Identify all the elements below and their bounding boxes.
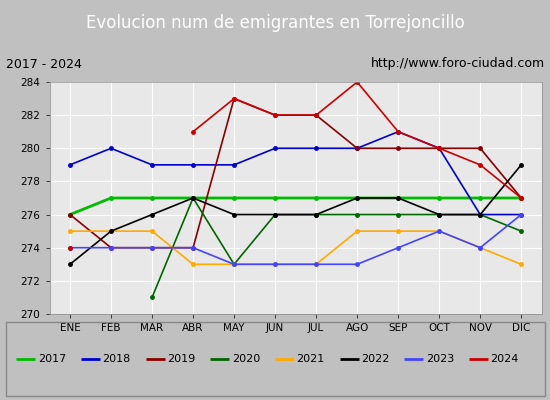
Text: 2017 - 2024: 2017 - 2024 [6,58,81,70]
Text: 2018: 2018 [102,354,131,364]
Text: http://www.foro-ciudad.com: http://www.foro-ciudad.com [370,58,544,70]
Text: 2022: 2022 [361,354,389,364]
Text: 2023: 2023 [426,354,454,364]
Text: 2017: 2017 [38,354,66,364]
Text: 2020: 2020 [232,354,260,364]
Text: 2024: 2024 [491,354,519,364]
Text: 2019: 2019 [167,354,195,364]
Text: 2021: 2021 [296,354,325,364]
Text: Evolucion num de emigrantes en Torrejoncillo: Evolucion num de emigrantes en Torrejonc… [86,14,464,32]
